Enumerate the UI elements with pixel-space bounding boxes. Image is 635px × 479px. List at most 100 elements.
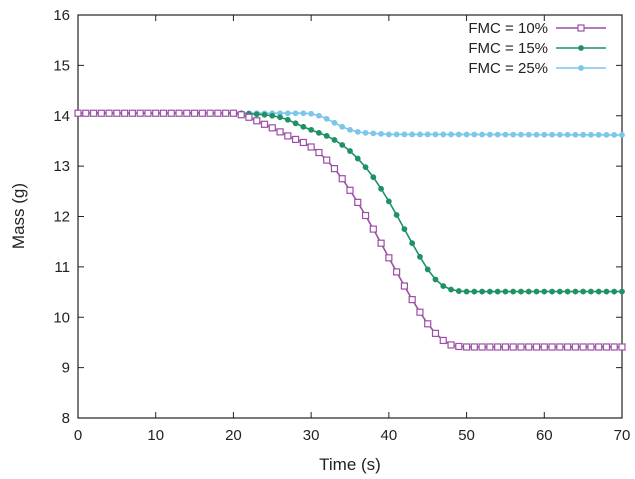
series-marker [323,132,330,139]
series-marker [260,120,269,128]
series-marker [393,131,400,138]
series-marker [478,343,486,351]
series-marker [580,288,587,295]
series-marker [579,343,587,351]
legend-entry-1: FMC = 10% [468,20,606,37]
series-marker [532,343,541,351]
y-tick-label: 11 [54,259,70,276]
series-marker [588,131,594,138]
x-tick-label: 0 [74,427,82,444]
series-marker [361,211,370,220]
series-marker [602,343,611,351]
series-marker [563,343,572,351]
series-marker [424,131,431,138]
series-marker [518,288,524,295]
x-tick-label: 20 [225,427,242,444]
series-marker [347,126,353,133]
series-marker [619,288,625,295]
series-marker [245,113,253,121]
series-marker [144,109,152,117]
series-marker [439,336,447,345]
series-marker [323,156,331,164]
legend-label: FMC = 25% [468,60,548,77]
series-marker [276,128,284,136]
series-marker [292,110,299,117]
series-marker [214,109,222,117]
series-marker [533,288,540,295]
series-marker [440,131,447,138]
series-marker [222,109,230,117]
series-marker [572,288,579,295]
y-tick-label: 10 [53,309,70,326]
series-marker [299,138,307,147]
series-marker [159,109,168,117]
series-marker [393,212,400,218]
series-marker [486,131,493,138]
series-marker [152,109,160,117]
series-marker [432,131,439,138]
series-marker [362,164,369,171]
series-marker [424,320,432,328]
series-marker [463,288,470,295]
series-marker [128,109,136,117]
series-marker [494,288,501,295]
series-marker [470,343,478,351]
series-marker [541,288,548,295]
series-marker [408,296,416,304]
series-marker [269,112,276,119]
series-marker [588,288,594,295]
series-marker [261,111,268,118]
legend-swatch-marker [577,24,585,32]
series-marker [618,343,626,351]
series-marker [525,288,532,295]
series-marker [385,131,392,138]
series-marker [610,343,618,351]
series-marker [440,283,447,289]
series-marker [603,288,610,295]
series-marker [284,116,291,123]
x-tick-label: 30 [303,427,320,444]
series-marker [518,131,524,138]
series-marker [253,117,261,125]
series-marker [571,343,579,351]
series-marker [455,131,462,138]
series-marker [479,131,486,138]
series-marker [347,148,353,154]
series-marker [619,131,625,138]
series-marker [556,343,564,351]
series-marker [479,288,486,295]
series-marker [447,341,455,349]
series-marker [268,124,276,132]
series-marker [206,109,214,117]
series-marker [377,239,385,247]
series-marker [502,131,509,138]
series-marker [113,109,121,117]
series-marker [253,111,260,118]
series-marker [378,185,384,192]
series-marker [97,109,105,117]
series-marker [541,131,548,138]
series-marker [556,288,563,295]
series-marker [354,198,362,206]
series-marker [525,131,532,138]
x-tick-label: 10 [147,427,164,444]
series-2 [75,110,625,295]
series-marker [316,129,322,136]
series-marker [525,343,533,351]
series-marker [501,343,510,351]
series-marker [510,131,517,138]
series-marker [471,288,478,295]
series-marker [509,343,517,351]
series-marker [463,131,470,138]
series-marker [136,109,144,117]
series-marker [175,109,183,117]
series-marker [400,282,408,290]
series-marker [502,288,509,295]
x-tick-label: 60 [536,427,553,444]
series-marker [370,174,377,181]
series-marker [277,114,283,121]
legend-entry-3: FMC = 25% [468,60,606,77]
series-marker [595,288,602,295]
series-marker [354,128,361,135]
series-marker [300,110,307,117]
